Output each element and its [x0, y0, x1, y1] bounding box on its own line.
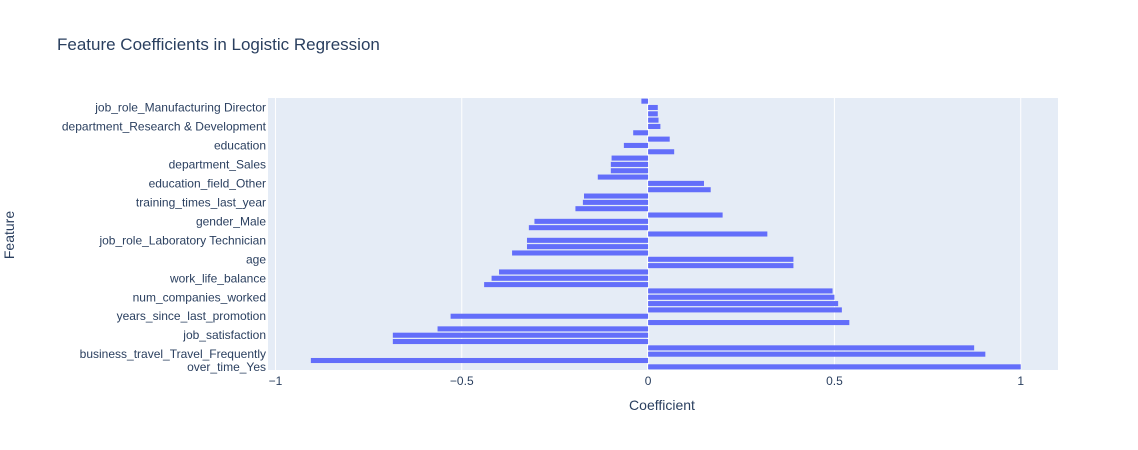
- bar: [528, 225, 649, 231]
- bar: [648, 320, 850, 326]
- x-tick-label: 1: [1017, 374, 1024, 388]
- y-tick-label: education_field_Other: [149, 176, 266, 190]
- y-tick-label: training_times_last_year: [136, 195, 266, 209]
- bar: [648, 301, 839, 307]
- bar: [584, 193, 649, 199]
- y-tick-label: age: [246, 252, 266, 266]
- y-tick-label: department_Research & Development: [62, 119, 267, 133]
- bar: [499, 269, 649, 275]
- bar: [526, 237, 649, 243]
- bar: [450, 313, 649, 319]
- bar-series: [310, 98, 1021, 370]
- chart-title: Feature Coefficients in Logistic Regress…: [57, 35, 380, 54]
- bar: [610, 161, 649, 167]
- y-tick-label: gender_Male: [196, 214, 266, 228]
- y-axis-ticks: over_time_Yesbusiness_travel_Travel_Freq…: [62, 100, 267, 373]
- y-tick-label: job_role_Manufacturing Director: [94, 100, 266, 114]
- y-tick-label: work_life_balance: [169, 271, 266, 285]
- y-tick-label: years_since_last_promotion: [117, 309, 266, 323]
- bar: [648, 123, 661, 129]
- bar: [648, 263, 794, 269]
- x-tick-label: 0: [645, 374, 652, 388]
- bar: [648, 351, 986, 357]
- y-tick-label: job_satisfaction: [182, 328, 266, 342]
- bar: [611, 155, 649, 161]
- bar: [641, 98, 649, 104]
- x-tick-label: −1: [269, 374, 283, 388]
- bar: [648, 364, 1021, 370]
- bar: [648, 294, 835, 300]
- bar: [526, 244, 649, 250]
- bar: [648, 180, 704, 186]
- bar: [648, 288, 833, 294]
- bar: [633, 130, 649, 136]
- bar: [648, 187, 711, 193]
- bar: [648, 111, 658, 117]
- bar: [623, 142, 649, 148]
- bar: [534, 218, 649, 224]
- y-axis-title: Feature: [1, 211, 17, 259]
- x-axis-title: Coefficient: [629, 397, 695, 413]
- bar: [437, 326, 649, 332]
- y-tick-label: num_companies_worked: [133, 290, 266, 304]
- bar: [648, 231, 768, 237]
- bar: [582, 199, 649, 205]
- bar: [648, 256, 794, 262]
- bar: [648, 117, 659, 123]
- y-tick-label: job_role_Laboratory Technician: [98, 233, 266, 247]
- bar: [648, 212, 723, 218]
- x-axis-ticks: −1 −0.5 0 0.5 1: [269, 374, 1025, 388]
- bar: [648, 104, 658, 111]
- bar: [392, 332, 649, 338]
- bar: [575, 206, 649, 212]
- x-tick-label: −0.5: [450, 374, 474, 388]
- bar: [392, 339, 649, 345]
- bar: [512, 250, 649, 256]
- bar: [491, 275, 649, 281]
- bar: [648, 307, 842, 313]
- bar: [610, 168, 649, 174]
- bar: [484, 282, 649, 288]
- y-tick-label: business_travel_Travel_Frequently: [80, 347, 266, 361]
- y-tick-label: over_time_Yes: [187, 360, 266, 374]
- bar: [648, 149, 675, 155]
- bar: [310, 357, 649, 364]
- bar: [648, 345, 975, 351]
- y-tick-label: education: [214, 138, 266, 152]
- bar: [597, 174, 649, 180]
- y-tick-label: department_Sales: [169, 157, 266, 171]
- bar: [648, 136, 670, 142]
- x-tick-label: 0.5: [826, 374, 843, 388]
